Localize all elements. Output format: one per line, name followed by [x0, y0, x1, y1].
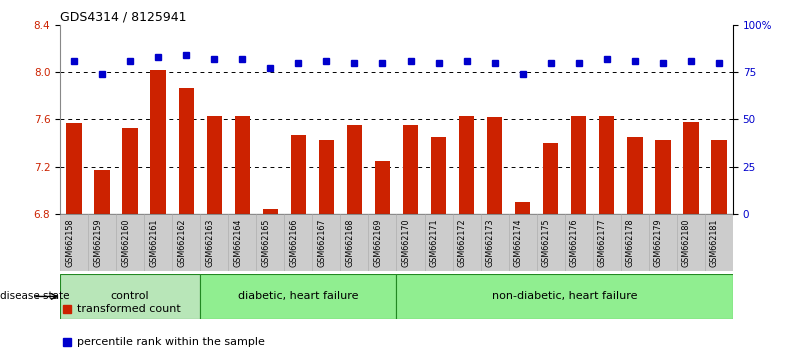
Bar	[207, 116, 222, 354]
Text: GSM662180: GSM662180	[682, 219, 690, 267]
Text: control: control	[111, 291, 150, 302]
Text: GSM662163: GSM662163	[205, 219, 215, 267]
Bar	[571, 116, 586, 354]
Text: GSM662161: GSM662161	[149, 219, 158, 267]
Text: GSM662181: GSM662181	[710, 219, 719, 267]
Bar	[60, 214, 88, 271]
Bar	[95, 170, 110, 354]
Bar	[705, 214, 733, 271]
Text: GSM662165: GSM662165	[261, 219, 270, 267]
Bar	[312, 214, 340, 271]
Text: GSM662173: GSM662173	[485, 219, 494, 267]
Text: GSM662179: GSM662179	[654, 219, 663, 267]
Bar	[487, 117, 502, 354]
Text: GSM662169: GSM662169	[373, 219, 383, 267]
Bar	[515, 202, 530, 354]
Bar	[151, 70, 166, 354]
Text: GSM662162: GSM662162	[177, 219, 186, 267]
Text: percentile rank within the sample: percentile rank within the sample	[77, 337, 265, 347]
Bar	[263, 210, 278, 354]
Bar	[677, 214, 705, 271]
Text: GSM662178: GSM662178	[626, 219, 634, 267]
Text: GSM662171: GSM662171	[429, 219, 439, 267]
Bar	[375, 161, 390, 354]
Bar	[340, 214, 368, 271]
Bar	[256, 214, 284, 271]
Text: GSM662176: GSM662176	[570, 219, 578, 267]
Bar	[235, 116, 250, 354]
Bar	[319, 139, 334, 354]
Bar	[123, 128, 138, 354]
Bar	[403, 125, 418, 354]
Bar	[200, 214, 228, 271]
Bar	[627, 137, 642, 354]
Bar	[144, 214, 172, 271]
Text: GSM662172: GSM662172	[457, 219, 466, 267]
Bar	[425, 214, 453, 271]
Text: disease state: disease state	[0, 291, 73, 302]
Bar	[565, 214, 593, 271]
Text: non-diabetic, heart failure: non-diabetic, heart failure	[492, 291, 638, 302]
Bar	[593, 214, 621, 271]
Text: GSM662160: GSM662160	[121, 219, 130, 267]
Bar	[200, 274, 396, 319]
Bar	[116, 214, 144, 271]
Bar	[228, 214, 256, 271]
Bar	[172, 214, 200, 271]
Bar	[347, 125, 362, 354]
Text: GSM662167: GSM662167	[317, 219, 327, 267]
Bar	[543, 143, 558, 354]
Bar	[509, 214, 537, 271]
Bar	[621, 214, 649, 271]
Bar	[459, 116, 474, 354]
Bar	[88, 214, 116, 271]
Text: GSM662168: GSM662168	[345, 219, 354, 267]
Text: GSM662166: GSM662166	[289, 219, 298, 267]
Bar	[396, 274, 733, 319]
Text: GSM662175: GSM662175	[541, 219, 551, 267]
Bar	[537, 214, 565, 271]
Bar	[368, 214, 396, 271]
Bar	[291, 135, 306, 354]
Bar	[284, 214, 312, 271]
Text: GSM662170: GSM662170	[401, 219, 411, 267]
Bar	[431, 137, 446, 354]
Text: GSM662164: GSM662164	[233, 219, 242, 267]
Bar	[711, 139, 727, 354]
Bar	[599, 116, 614, 354]
Bar	[396, 214, 425, 271]
Text: GSM662158: GSM662158	[65, 219, 74, 267]
Text: GSM662174: GSM662174	[513, 219, 523, 267]
Text: GSM662177: GSM662177	[598, 219, 607, 267]
Bar	[60, 274, 200, 319]
Bar	[453, 214, 481, 271]
Bar	[649, 214, 677, 271]
Text: diabetic, heart failure: diabetic, heart failure	[238, 291, 359, 302]
Text: GDS4314 / 8125941: GDS4314 / 8125941	[60, 11, 187, 24]
Text: GSM662159: GSM662159	[93, 219, 103, 267]
Text: transformed count: transformed count	[77, 304, 181, 314]
Bar	[683, 122, 698, 354]
Bar	[481, 214, 509, 271]
Bar	[66, 123, 82, 354]
Bar	[655, 139, 670, 354]
Bar	[179, 87, 194, 354]
